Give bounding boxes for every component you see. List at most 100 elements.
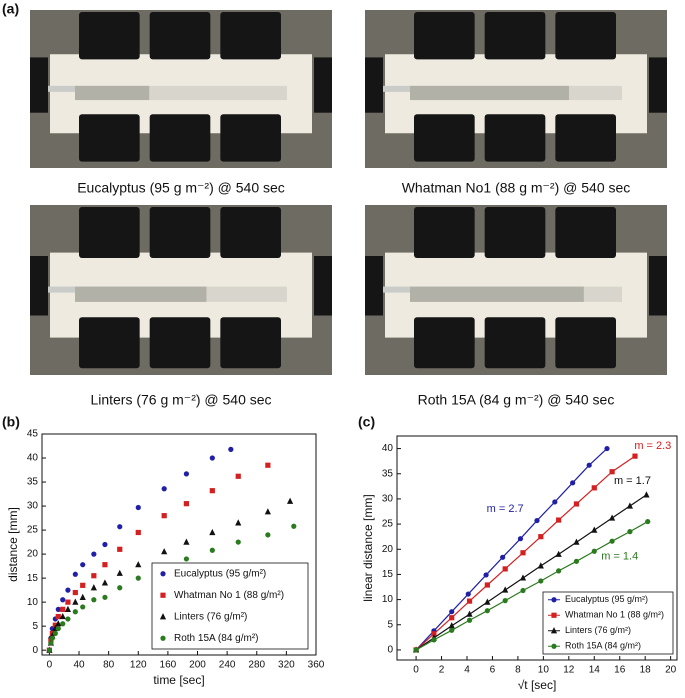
tube [365,286,410,293]
point [65,599,71,605]
x-tick-label: 18 [640,665,652,676]
point [135,504,141,511]
x-tick-label: 20 [665,665,677,676]
point [586,462,592,468]
series-line [415,448,608,651]
legend-marker [160,592,166,598]
point [60,597,66,603]
legend-label: Roth 15A (84 g/m²) [565,641,641,651]
point [79,593,86,600]
x-tick-label: 6 [490,665,496,676]
x-tick-label: 80 [103,660,115,671]
point [55,606,61,612]
point [466,610,473,617]
photo-caption: Roth 15A (84 g m⁻²) @ 540 sec [418,392,615,408]
clip [30,57,48,113]
point [538,534,544,540]
y-tick-label: 15 [27,573,39,584]
point [209,488,215,494]
point [627,529,633,535]
point [570,480,576,486]
point [431,637,437,643]
y-tick-label: 25 [27,525,39,536]
point [60,606,66,612]
clip [79,317,140,369]
clip [484,317,546,369]
clip [649,57,667,113]
x-tick-label: 16 [614,665,626,676]
y-tick-label: 25 [382,519,394,530]
clip [220,12,281,60]
point [431,631,437,637]
point [65,616,71,622]
point [117,524,123,530]
point [643,491,650,498]
photo [365,205,667,375]
photo-caption: Linters (76 g m⁻²) @ 540 sec [90,392,271,408]
point [59,612,66,620]
legend-label: Whatman No 1 (88 g/m²) [174,590,284,601]
point [55,613,61,620]
point [183,556,190,562]
y-tick-label: 40 [382,443,394,454]
point [520,550,526,556]
y-tick-label: 30 [27,501,39,512]
point [209,455,215,461]
tube [30,286,75,293]
point [609,538,615,544]
clip [30,256,48,316]
y-tick-label: 35 [382,468,394,479]
x-tick-label: 200 [189,660,206,671]
point [573,538,580,545]
point [264,508,271,515]
point [465,591,471,597]
clip [220,317,281,369]
x-axis-label: time [sec] [153,673,204,687]
legend-marker [160,571,166,577]
point [72,589,78,596]
point [117,546,123,552]
legend-label: Linters (76 g/m²) [565,625,631,635]
point [502,566,508,572]
point [517,536,524,542]
point [65,587,71,593]
y-tick-label: 20 [27,549,39,560]
legend-label: Eucalyptus (95 g/m²) [174,568,266,579]
point [161,548,168,555]
point [484,598,491,605]
point [265,532,271,538]
y-tick-label: 35 [27,477,39,488]
point [101,579,109,586]
point [102,541,108,548]
photo [30,205,332,375]
legend-label: Eucalyptus (95 g/m²) [565,594,648,604]
legend-marker [551,612,557,618]
x-tick-label: 360 [308,660,325,671]
point [64,605,72,612]
point [161,513,167,519]
panel-label: (a) [2,1,19,17]
point [116,569,123,576]
x-tick-label: 240 [219,660,236,671]
point [608,514,616,521]
x-tick-label: 160 [160,660,177,671]
clip [484,207,546,258]
point [448,622,455,629]
x-tick-label: 0 [413,665,419,676]
point [52,630,58,636]
x-tick-label: 320 [278,660,295,671]
clip [649,256,667,316]
clip [149,207,211,258]
x-tick-label: 12 [563,665,575,676]
clip [220,114,281,162]
point [556,568,562,574]
legend-marker [159,613,167,620]
panel-label: (c) [358,414,375,430]
x-tick-label: 0 [47,660,53,671]
clip [414,12,475,60]
y-tick-label: 40 [27,453,39,464]
point [228,446,234,452]
point [46,647,53,653]
point [555,550,562,557]
